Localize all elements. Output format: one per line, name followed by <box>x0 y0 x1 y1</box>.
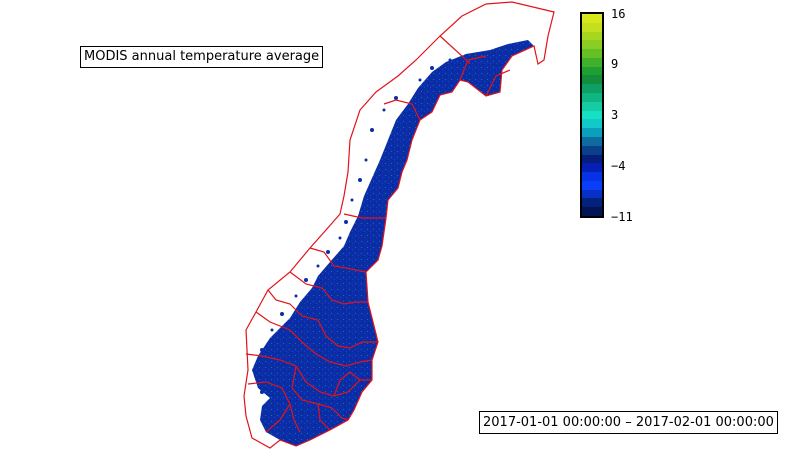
colorbar-swatch <box>582 163 602 173</box>
time-range-label: 2017-01-01 00:00:00 – 2017-02-01 00:00:0… <box>479 411 778 434</box>
map-title: MODIS annual temperature average <box>80 46 324 68</box>
colorbar-swatch <box>582 84 602 94</box>
colorbar-swatch <box>582 93 602 102</box>
colorbar-swatch <box>582 119 602 129</box>
colorbar-swatch <box>582 207 602 216</box>
colorbar-swatch <box>582 198 602 208</box>
colorbar-swatch <box>582 110 602 120</box>
colorbar-swatch <box>582 66 602 76</box>
colorbar-swatch <box>582 136 602 146</box>
colorbar-swatch <box>582 22 602 32</box>
colorbar-swatch <box>582 75 602 85</box>
colorbar-swatch <box>582 172 602 181</box>
colorbar-tick-label: 16 <box>611 7 626 21</box>
colorbar-tick-label: 3 <box>611 108 619 122</box>
colorbar-swatch <box>582 57 602 67</box>
colorbar-swatch <box>582 145 602 155</box>
colorbar-swatch <box>582 180 602 190</box>
colorbar-tick-label: 9 <box>611 57 619 71</box>
colorbar-tick-label: −11 <box>611 210 633 224</box>
colorbar-swatch <box>582 128 602 137</box>
colorbar-swatch <box>582 31 602 41</box>
county-boundaries <box>243 1 555 449</box>
colorbar-swatch <box>582 189 602 199</box>
colorbar <box>580 12 604 218</box>
colorbar-tick-label: −4 <box>611 159 626 173</box>
colorbar-swatch <box>582 40 602 50</box>
colorbar-swatch <box>582 14 602 23</box>
coastal-islands <box>254 58 452 394</box>
colorbar-swatch <box>582 101 602 111</box>
colorbar-swatch <box>582 49 602 58</box>
colorbar-swatch <box>582 154 602 164</box>
land-area <box>252 40 534 446</box>
